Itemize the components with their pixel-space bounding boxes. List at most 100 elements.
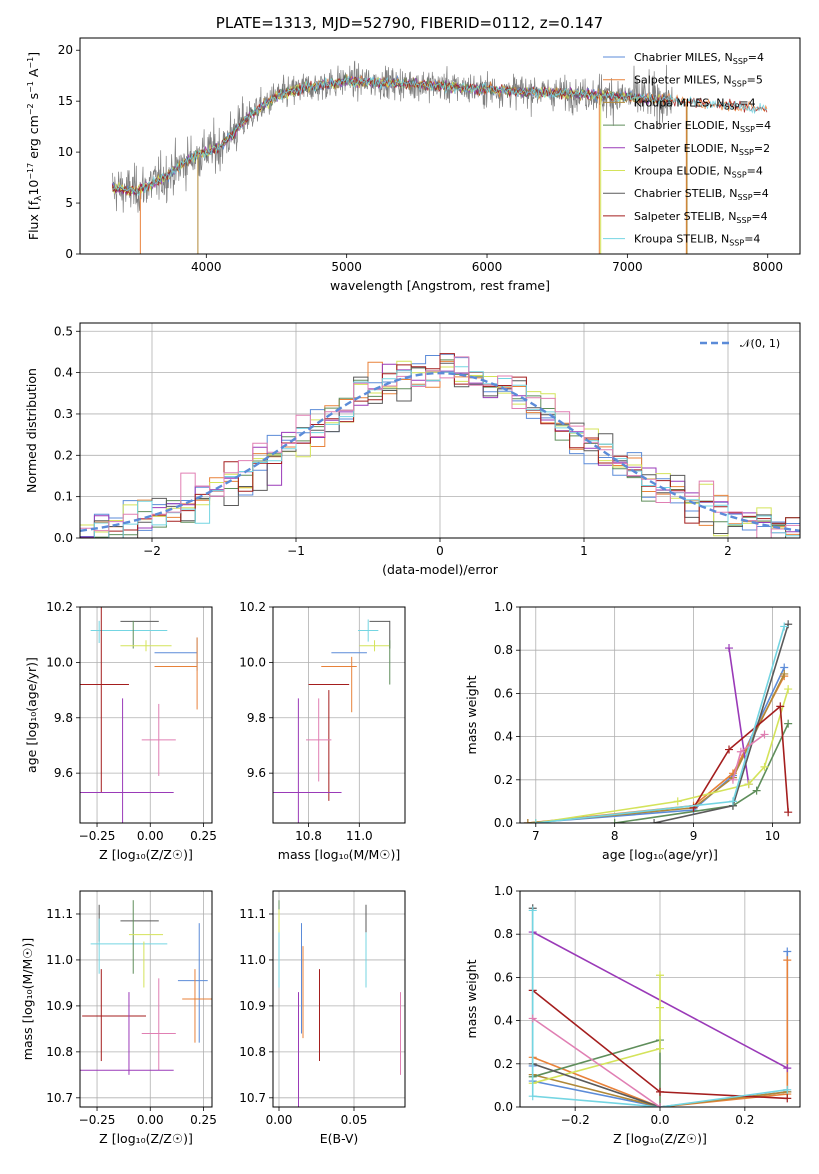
x-tick-label: 10 [765,829,780,843]
x-tick-label: 0.25 [190,829,217,843]
weight-marker [528,906,537,915]
legend-suffix: =4 [739,96,755,109]
weight-series-line [532,1017,661,1107]
legend-suffix: =4 [748,51,764,64]
weight-series-line [527,675,785,823]
y-axis-label: age [log₁₀(age/yr)] [24,657,39,773]
weight-marker [728,775,737,784]
weight-marker [656,1103,664,1107]
weight-series-line [535,626,785,823]
y-axis-label-part: Flux [f [26,200,41,240]
legend-sub: SSP [739,148,754,157]
y-tick-label: 0.4 [54,366,73,380]
plot-area [80,607,198,823]
weight-marker [784,685,793,694]
legend-entry: Chabrier MILES, NSSP=4 [634,51,764,66]
x-axis-label: E(B-V) [320,1131,359,1146]
plot-area [273,619,391,823]
y-tick-label: 10.0 [46,655,73,669]
legend-suffix: =4 [753,187,769,200]
x-axis-label: mass [log₁₀(M/M☉)] [278,847,400,862]
x-tick-label: 0.00 [137,1113,164,1127]
x-axis-label: age [log₁₀(age/yr)] [602,847,718,862]
y-tick-label: 1.0 [494,600,513,614]
weight-marker [650,819,659,823]
x-tick-label: −0.25 [79,1113,116,1127]
y-tick-label: 9.8 [54,711,73,725]
y-axis-label-part: s [26,93,41,104]
weight-series-line [532,975,661,1084]
weight-series-line [614,723,789,823]
axes-frame [272,606,406,824]
y-tick-label: 10.8 [46,1045,73,1059]
y-tick-label: 0 [65,247,73,261]
weight-marker [728,797,737,806]
legend-name: Kroupa STELIB, N [634,233,729,246]
plot-area [80,353,800,538]
legend-sub: SSP [724,102,739,111]
panel-mass-vs-ebv: 0.00 0.05 10.7 10.8 10.9 11.0 11.1 E(B-V) [239,890,406,1146]
weight-marker [656,1044,664,1053]
y-tick-label: 10 [58,145,73,159]
weight-series-line [532,1038,661,1107]
x-tick-label: −0.25 [79,829,116,843]
weight-marker [776,702,785,711]
x-tick-label: 5000 [331,260,362,274]
weight-series-line [653,624,789,823]
y-tick-label: 10.7 [239,1091,266,1105]
x-tick-label: 0 [436,544,444,558]
panel-age-vs-mass: 10.8 11.0 9.6 9.8 10.0 10.2 mass [log₁₀(M/M☉)] [239,600,406,862]
weight-marker [784,808,793,817]
y-axis-label-part: 10 [26,180,41,196]
legend-entry: Kroupa ELODIE, NSSP=4 [634,165,763,180]
legend-name: Kroupa ELODIE, N [634,165,732,178]
weight-marker [780,669,789,678]
weight-marker [760,730,769,739]
y-tick-label: 11.0 [239,953,266,967]
legend-entry: Kroupa STELIB, NSSP=4 [634,233,760,248]
x-tick-label: 6000 [472,260,503,274]
weight-marker [744,780,753,789]
weight-marker [784,719,793,728]
errorbar-point [273,698,342,823]
legend-sub: SSP [732,80,747,89]
legend-sub: SSP [738,193,753,202]
y-tick-label: 11.1 [239,907,266,921]
plot-area [111,60,768,254]
x-tick-label: 2 [724,544,732,558]
x-tick-label: 1 [580,544,588,558]
weight-marker [783,947,792,956]
y-tick-label: 9.6 [247,766,266,780]
errorbar-point [141,703,176,776]
legend-sub: SSP [732,171,747,180]
y-axis-label: mass weight [464,675,479,754]
y-tick-label: 0.5 [54,324,73,338]
x-tick-label: 11.0 [346,829,373,843]
y-tick-label: 0.0 [494,1100,513,1114]
y-axis-label-part: −1 [26,57,35,69]
y-tick-label: 10.0 [239,655,266,669]
y-tick-label: 0.1 [54,490,73,504]
errorbar-point [80,607,129,793]
legend-entry: Kroupa MILES, NSSP=4 [634,96,756,111]
grid [273,606,405,823]
y-tick-label: 10.9 [239,999,266,1013]
x-tick-label: 7000 [612,260,643,274]
panel-mass-vs-Z: −0.25 0.00 0.25 10.7 10.8 10.9 11.0 11.1 Z [log₁… [20,890,217,1146]
errorbar-point [306,698,332,782]
axes-frame [79,890,213,1108]
panel-weight-vs-Z: −0.2 0.0 0.2 0.0 0.2 0.4 0.6 0.8 1.0 Z [log₁₀(Z/Z… [464,884,801,1146]
y-tick-label: 20 [58,43,73,57]
normal-curve [80,371,800,532]
x-tick-label: 4000 [191,260,222,274]
weight-marker [780,622,789,631]
weight-marker [783,1064,792,1073]
errorbar-point [120,640,172,652]
y-tick-label: 5 [65,196,73,210]
legend-entry: Chabrier ELODIE, NSSP=4 [634,119,771,134]
legend-name: Salpeter ELODIE, N [634,142,739,155]
y-tick-label: 11.1 [46,907,73,921]
y-tick-label: 11.0 [46,953,73,967]
y-tick-label: 10.9 [46,999,73,1013]
